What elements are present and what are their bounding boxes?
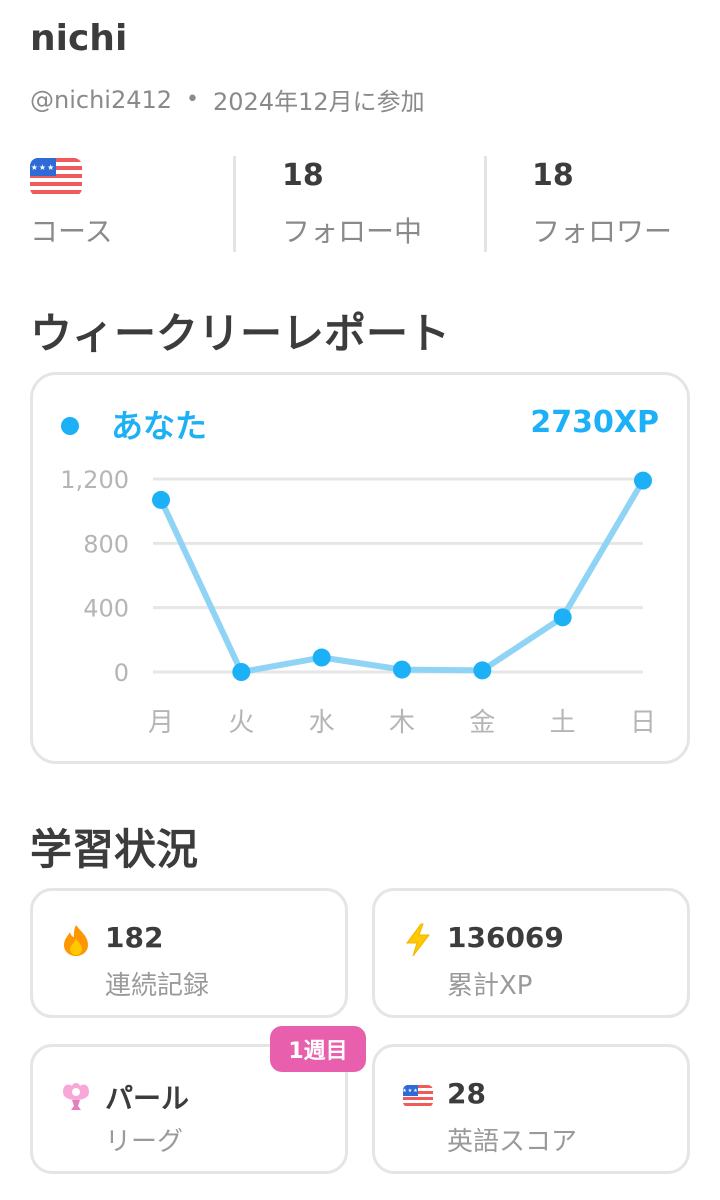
x-tick-label: 金 [469,708,495,738]
data-point [232,663,251,681]
profile-subline: @nichi2412 • 2024年12月に参加 [30,82,425,117]
data-point [473,661,492,680]
profile-joined: 2024年12月に参加 [213,88,425,116]
pearl-icon [59,1079,93,1113]
learning-title: 学習状況 [30,825,199,874]
data-point [152,490,170,509]
weekly-report-title: ウィークリーレポート [30,309,451,358]
y-tick-label: 1,200 [60,466,129,494]
league-week-badge: 1週目 [270,1026,366,1072]
divider [484,156,487,252]
data-point [634,471,652,490]
english-score-label: 英語スコア [447,1127,578,1157]
data-point [393,660,411,679]
total-xp-card[interactable]: 136069 累計XP [372,888,690,1018]
y-tick-label: 0 [114,659,129,687]
data-point [553,608,572,627]
following-label: フォロー中 [282,215,423,248]
streak-label: 連続記録 [105,971,210,1001]
lightning-icon [401,923,435,957]
x-tick-label: 木 [389,708,415,738]
x-tick-label: 水 [309,708,335,738]
x-tick-label: 土 [550,708,576,738]
league-label: リーグ [105,1127,184,1157]
y-tick-label: 800 [83,530,129,558]
data-point [312,648,331,667]
course-label: コース [30,215,113,248]
x-tick-label: 月 [148,708,174,738]
total-xp-value: 136069 [447,921,564,954]
y-tick-label: 400 [83,595,129,623]
followers-count: 18 [532,158,574,193]
weekly-total-xp: 2730XP [530,405,659,440]
league-card[interactable]: パール リーグ [30,1044,348,1174]
series-line [158,477,646,675]
following-count: 18 [282,158,324,193]
streak-card[interactable]: 182 連続記録 [30,888,348,1018]
legend-dot [61,417,79,435]
us-flag-icon: ★★★ [30,158,82,196]
english-score-value: 28 [447,1077,486,1110]
total-xp-label: 累計XP [447,971,533,1001]
profile-handle: @nichi2412 [30,85,173,114]
separator-dot: • [186,87,200,112]
x-tick-label: 日 [630,708,656,738]
profile-display-name: nichi [30,18,128,59]
legend-name: あなた [111,407,208,445]
league-value: パール [105,1082,190,1115]
streak-value: 182 [105,921,164,954]
followers-label: フォロワー [532,215,673,248]
us-flag-icon: ★★★ [401,1079,435,1113]
x-tick-label: 火 [228,708,254,738]
english-score-card[interactable]: ★★★ 28 英語スコア [372,1044,690,1174]
divider [233,156,236,252]
flame-icon [59,923,93,957]
profile-stats: ★★★ コース 18 フォロー中 18 フォロワー [0,150,720,254]
weekly-report-card: あなた 2730XP 0 400 800 1,200 月 火 水 木 金 土 日 [30,372,690,764]
weekly-xp-chart: 0 400 800 1,200 月 火 水 木 金 土 日 [60,466,656,738]
